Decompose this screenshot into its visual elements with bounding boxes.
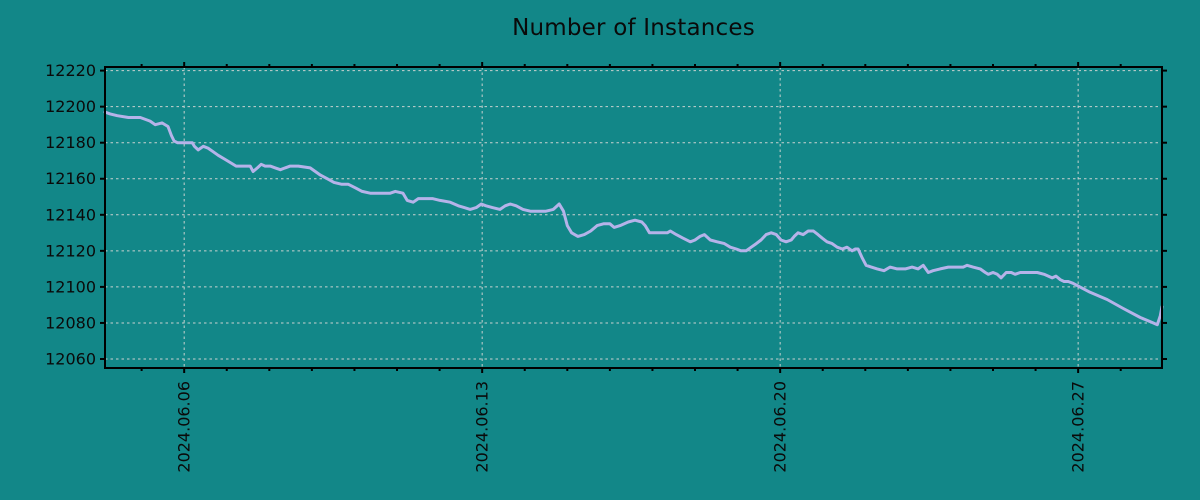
data-line [103, 110, 1164, 327]
y-tick-label: 12220 [45, 61, 96, 80]
plot-border [104, 66, 1163, 369]
y-tick-label: 12140 [45, 205, 96, 224]
y-tick-label: 12100 [45, 277, 96, 296]
y-tick-label: 12120 [45, 241, 96, 260]
axis-labels: 12060 12080 12100 12120 12140 12160 12180 12200… [45, 61, 1088, 473]
series-layer [103, 110, 1164, 327]
x-tick-label: 2024.06.20 [771, 381, 790, 473]
chart-title: Number of Instances [512, 15, 755, 41]
y-tick-label: 12160 [45, 169, 96, 188]
y-tick-label: 12200 [45, 97, 96, 116]
axis-layer [100, 62, 1167, 373]
x-tick-label: 2024.06.13 [473, 381, 492, 473]
y-tick-label: 12060 [45, 349, 96, 368]
grid-layer [105, 67, 1162, 368]
y-tick-label: 12080 [45, 313, 96, 332]
x-tick-label: 2024.06.27 [1069, 381, 1088, 473]
y-tick-label: 12180 [45, 133, 96, 152]
x-tick-label: 2024.06.06 [175, 381, 194, 473]
